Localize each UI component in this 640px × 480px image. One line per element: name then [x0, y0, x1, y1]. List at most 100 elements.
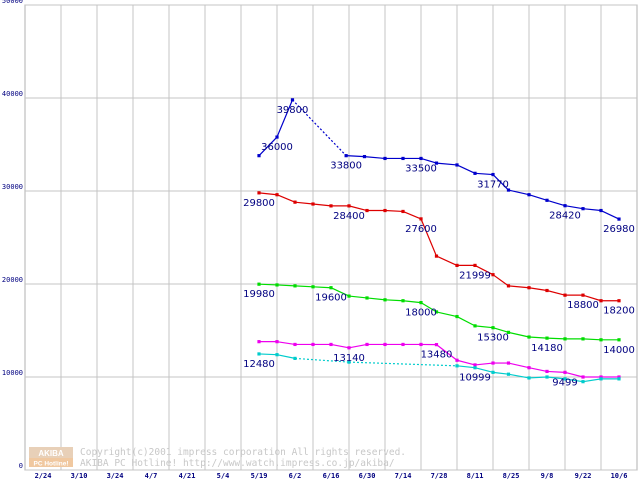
data-point-cyan: [473, 366, 477, 370]
series-segment-green: [402, 300, 422, 304]
data-label-magenta: 13140: [333, 353, 365, 364]
data-point-magenta: [257, 340, 261, 344]
data-point-magenta: [329, 342, 333, 347]
series-segment-red: [436, 255, 458, 266]
data-point-green: [506, 330, 511, 334]
data-point-red: [563, 293, 567, 297]
data-label-green: 18000: [405, 308, 437, 319]
data-point-red: [311, 202, 315, 206]
series-segment-green: [258, 283, 278, 286]
series-segment-blue: [474, 172, 494, 176]
akiba-logo-bottom-text: PC Hotline!: [33, 461, 68, 468]
data-label-blue: 39800: [277, 105, 309, 116]
series-segment-green: [348, 295, 368, 299]
series-segment-blue: [420, 157, 437, 164]
series-segment-red: [546, 289, 566, 296]
data-point-magenta: [563, 370, 567, 374]
series-segment-green: [528, 336, 548, 339]
data-point-blue: [455, 163, 459, 167]
series-segment-red: [474, 264, 494, 276]
data-label-red: 29800: [243, 198, 275, 209]
x-tick-label: 4/7: [145, 472, 158, 480]
data-point-blue: [344, 154, 348, 158]
series-segment-magenta: [348, 343, 368, 349]
series-segment-magenta: [564, 371, 584, 378]
series-segment-cyan: [294, 357, 350, 363]
series-segment-red: [312, 203, 332, 207]
series-segment-blue: [564, 205, 584, 210]
y-tick-label: 40000: [2, 90, 23, 98]
grid: [24, 4, 638, 471]
data-label-blue: 33500: [405, 163, 437, 174]
data-label-red: 27600: [405, 224, 437, 235]
series-segment-magenta: [456, 359, 476, 366]
series-segment-blue: [582, 208, 602, 212]
data-point-red: [617, 299, 621, 303]
data-point-magenta: [434, 343, 439, 347]
series-segment-red: [492, 274, 509, 287]
data-point-blue: [581, 207, 585, 211]
data-point-green: [491, 326, 495, 330]
akiba-logo-bottom-box: [29, 458, 73, 467]
x-tick-label: 2/24: [35, 472, 52, 480]
series-segment-cyan: [528, 376, 548, 379]
data-point-blue: [290, 98, 295, 102]
data-point-cyan: [563, 377, 567, 381]
x-tick-label: 5/4: [217, 472, 230, 480]
data-point-red: [434, 254, 439, 258]
data-point-cyan: [545, 375, 549, 379]
data-label-blue: 26980: [603, 224, 635, 235]
data-label-cyan: 12480: [243, 359, 275, 370]
data-point-blue: [527, 193, 531, 197]
data-labels: 36000 39800 33800 33500 31770 28420 26980 29800…: [243, 105, 635, 388]
data-point-red: [527, 286, 531, 290]
data-point-cyan: [617, 377, 621, 381]
data-label-red: 21999: [459, 270, 491, 281]
series-segment-blue: [492, 174, 509, 191]
data-point-blue: [383, 156, 387, 161]
data-point-green: [455, 314, 459, 319]
data-point-green: [257, 282, 261, 286]
data-point-cyan: [275, 353, 279, 357]
x-tick-label: 10/6: [611, 472, 628, 480]
x-tick-label: 6/16: [323, 472, 340, 480]
series-segment-cyan: [276, 354, 296, 359]
data-point-blue: [563, 204, 567, 208]
data-point-blue: [434, 161, 439, 165]
data-point-green: [545, 336, 549, 340]
data-point-green: [365, 296, 369, 300]
data-label-blue: 28420: [549, 211, 581, 222]
x-tick-label: 8/25: [503, 472, 520, 480]
x-tick-label: 6/30: [359, 472, 376, 480]
data-point-red: [383, 208, 387, 213]
series-segment-green: [474, 325, 494, 329]
data-point-green: [599, 338, 603, 342]
series-segment-cyan: [492, 371, 509, 375]
data-point-magenta: [311, 342, 315, 347]
series-segment-blue: [546, 199, 566, 207]
data-point-red: [257, 191, 261, 195]
data-point-cyan: [599, 377, 603, 381]
data-point-magenta: [581, 375, 585, 379]
series-segment-blue: [258, 136, 278, 157]
x-tick-label: 4/21: [179, 472, 196, 480]
series-segment-blue: [364, 155, 386, 160]
data-point-green: [383, 298, 387, 302]
data-point-red: [455, 263, 459, 267]
data-point-magenta: [545, 369, 549, 374]
data-point-green: [563, 337, 567, 341]
series-segment-magenta: [528, 367, 548, 373]
series-segment-green: [508, 331, 530, 338]
data-point-magenta: [491, 361, 495, 365]
x-tick-label: 3/24: [107, 472, 124, 480]
data-point-magenta: [383, 342, 387, 347]
series-segment-green: [492, 327, 509, 333]
series-segment-green: [276, 284, 296, 287]
series-segment-red: [582, 294, 602, 302]
x-tick-label: 9/22: [575, 472, 592, 480]
series-segment-cyan: [456, 365, 476, 369]
series-segment-magenta: [508, 362, 530, 369]
data-point-magenta: [293, 342, 297, 347]
data-point-magenta: [527, 366, 531, 370]
data-point-green: [329, 286, 333, 290]
